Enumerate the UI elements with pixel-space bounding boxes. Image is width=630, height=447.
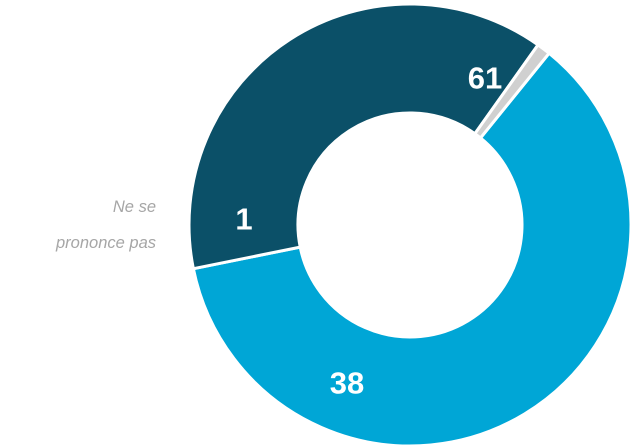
- category-label-ne-se: Ne se: [113, 198, 156, 216]
- donut-slice-61: [191, 51, 630, 447]
- donut-slice-38: [187, 2, 541, 271]
- category-label-prononce-pas: prononce pas: [55, 234, 156, 252]
- data-label-1: 1: [235, 202, 252, 237]
- donut-slice-1: [472, 42, 552, 141]
- data-label-38: 38: [330, 366, 364, 401]
- donut-value-labels: 61 38 1: [235, 61, 502, 401]
- data-label-61: 61: [468, 61, 502, 96]
- donut-slices: [187, 2, 630, 447]
